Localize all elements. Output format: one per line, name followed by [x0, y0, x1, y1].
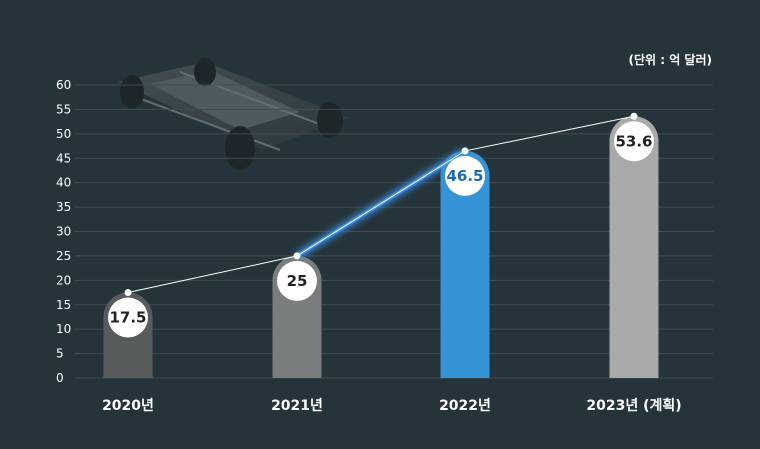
y-tick-label: 10 — [56, 322, 71, 336]
y-tick-label: 35 — [56, 200, 71, 214]
x-axis: 2020년 2021년 2022년 2023년 (계획) — [102, 397, 682, 414]
data-label-badge-0 — [108, 297, 148, 338]
y-tick-label: 15 — [56, 298, 71, 312]
trend-point-3 — [630, 112, 638, 120]
y-tick-label: 0 — [56, 371, 64, 385]
x-tick-label-1: 2021년 — [271, 398, 323, 414]
data-label-badge-2 — [445, 155, 485, 196]
y-tick-label: 40 — [56, 176, 71, 190]
data-label-badge-1 — [277, 260, 317, 301]
bars — [103, 116, 659, 378]
gridlines — [75, 84, 713, 379]
y-tick-label: 20 — [56, 273, 71, 287]
trend-line — [124, 112, 638, 297]
y-tick-label: 25 — [56, 249, 71, 263]
trend-point-1 — [293, 252, 301, 260]
data-label-3: 53.6 — [615, 132, 652, 150]
data-label-badge-3 — [614, 121, 654, 162]
y-tick-label: 55 — [56, 102, 71, 116]
x-tick-label-2: 2022년 — [439, 398, 491, 414]
y-axis: 0 5 10 15 20 25 30 35 40 45 50 55 60 — [56, 78, 71, 385]
unit-label: (단위 : 억 달러) — [628, 52, 712, 67]
data-label-2: 46.5 — [446, 167, 483, 185]
data-label-0: 17.5 — [109, 309, 146, 327]
x-tick-label-3: 2023년 (계획) — [586, 397, 681, 414]
ev-chassis-illustration — [118, 58, 350, 170]
data-labels: 17.5 25 46.5 53.6 — [108, 121, 654, 338]
trend-point-0 — [124, 289, 132, 297]
y-tick-label: 30 — [56, 225, 71, 239]
y-tick-label: 50 — [56, 127, 71, 141]
y-tick-label: 60 — [56, 78, 71, 92]
bar-3 — [609, 116, 659, 378]
x-tick-label-0: 2020년 — [102, 398, 154, 414]
bar-2 — [440, 150, 490, 378]
y-tick-label: 5 — [56, 347, 64, 361]
trend-point-2 — [461, 147, 469, 155]
trend-polyline — [127, 115, 635, 294]
data-label-1: 25 — [287, 272, 308, 290]
y-tick-label: 45 — [56, 151, 71, 165]
